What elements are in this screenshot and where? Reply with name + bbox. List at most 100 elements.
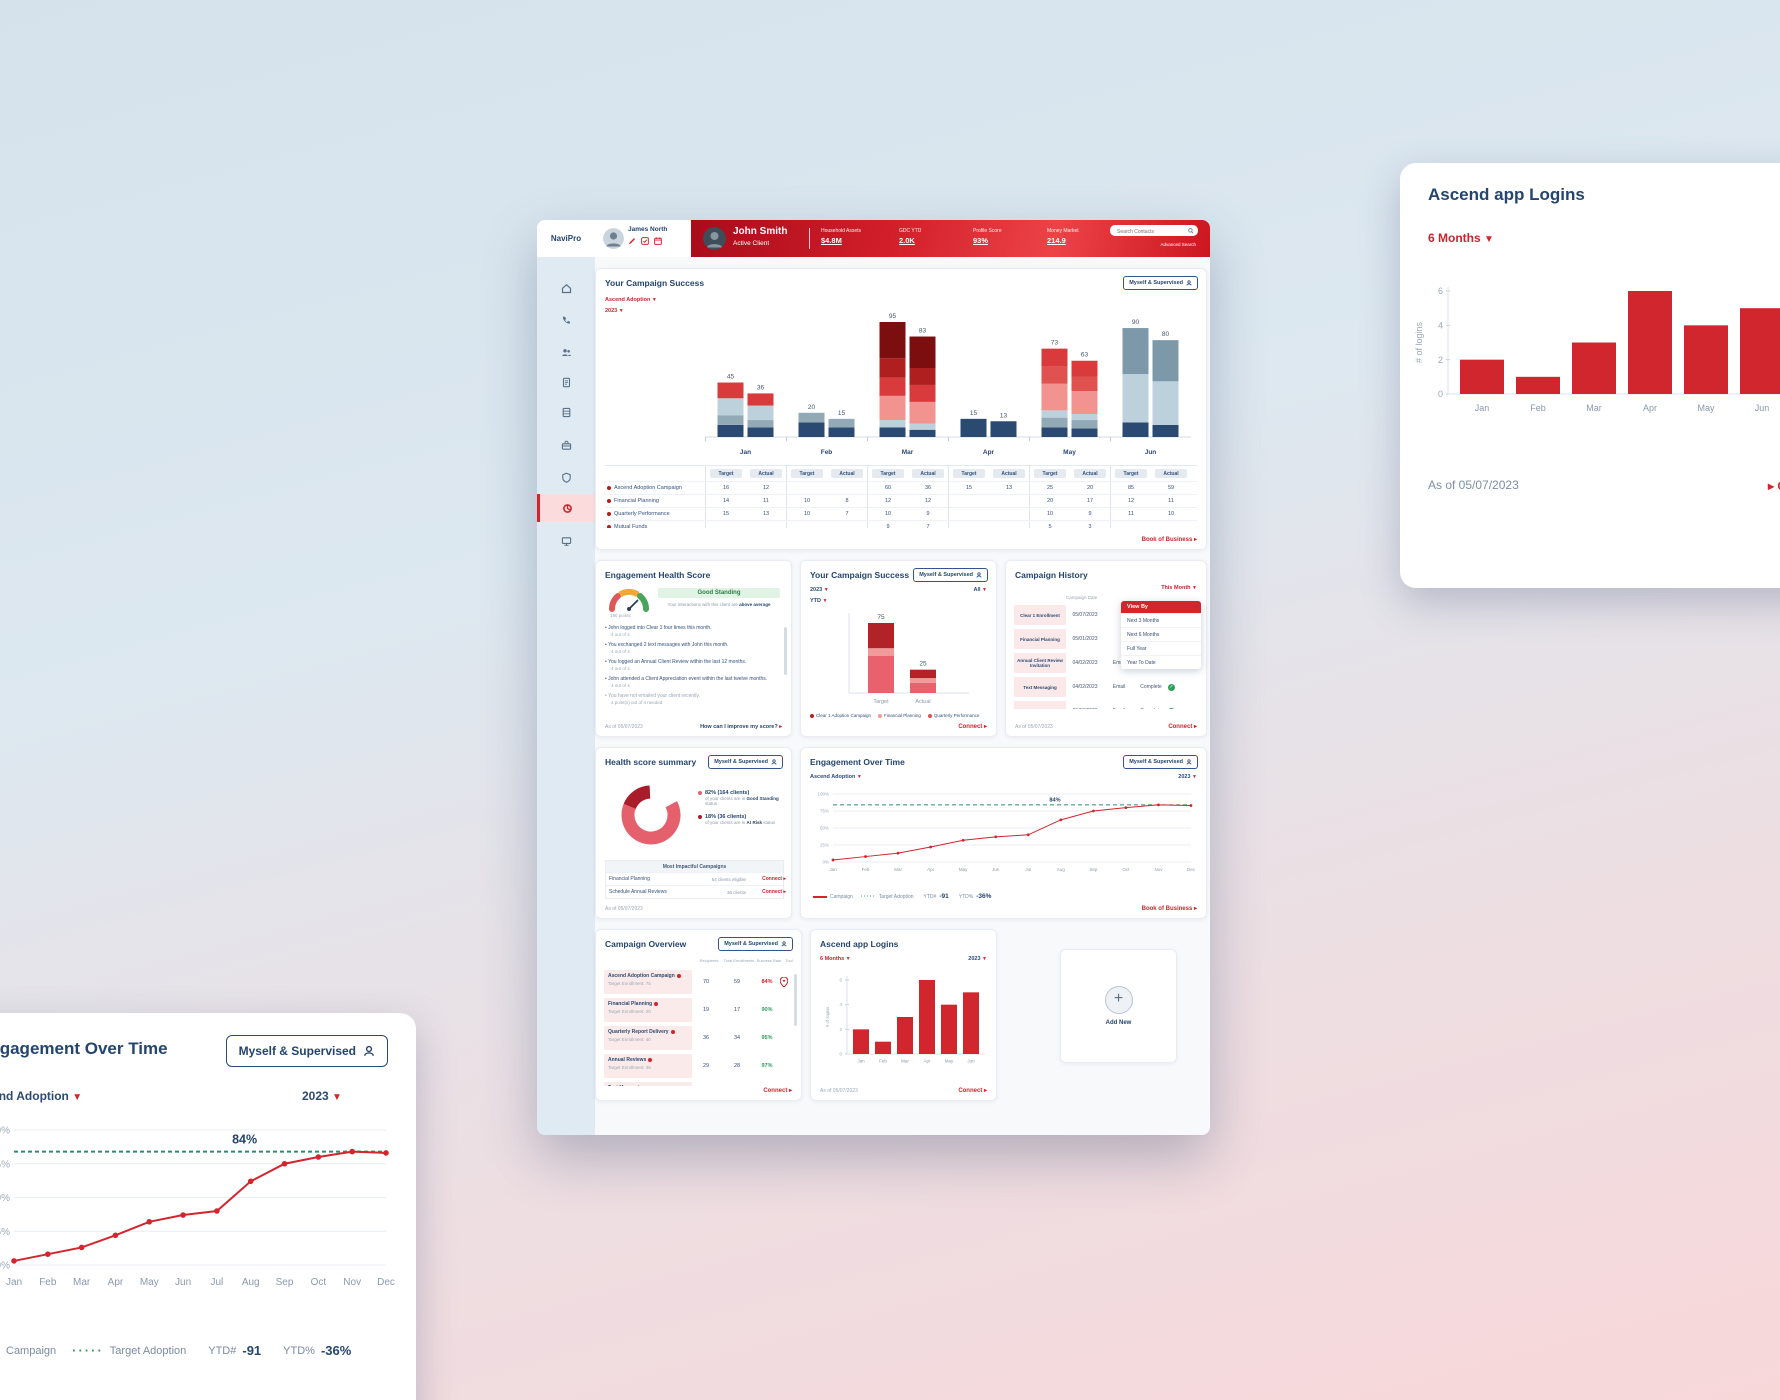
- campaign-filter-dropdown[interactable]: Ascend Adoption ▼: [0, 1089, 82, 1103]
- target-column-pill[interactable]: Target: [872, 469, 904, 478]
- history-row[interactable]: Financial Planning 05/01/2023: [1014, 629, 1196, 649]
- connect-link[interactable]: Connect ▸: [763, 1088, 792, 1094]
- year-filter-dropdown[interactable]: 2023 ▼: [968, 956, 987, 962]
- period-filter-dropdown[interactable]: 6 Months ▼: [820, 956, 851, 962]
- chart-month-labels: Jan Feb Mar Apr May Jun: [705, 449, 1191, 456]
- year-filter-dropdown[interactable]: 2023 ▼: [810, 587, 829, 593]
- table-row[interactable]: Ascend Adoption Campaign 16 12 60 36 15 13 25 20…: [605, 481, 1197, 494]
- sidebar-item-home[interactable]: [537, 275, 595, 301]
- scrollbar[interactable]: [784, 627, 787, 675]
- card-add-new[interactable]: + Add New: [1060, 949, 1177, 1063]
- book-of-business-link[interactable]: Book of Business ▸: [1141, 906, 1197, 912]
- overview-row[interactable]: Text MessagingTarget Enrollment: 4544409…: [604, 1082, 796, 1086]
- search-icon[interactable]: [1188, 227, 1194, 234]
- period-filter-dropdown[interactable]: YTD ▼: [810, 598, 827, 604]
- target-column-pill[interactable]: Target: [791, 469, 823, 478]
- month-group-cells: [786, 482, 867, 494]
- year-filter-dropdown[interactable]: 2023 ▼: [605, 308, 624, 314]
- connect-link[interactable]: Connect ▸: [958, 1088, 987, 1094]
- gauge-points: 190 points: [610, 613, 631, 618]
- search-box[interactable]: [1110, 225, 1198, 237]
- improve-score-link[interactable]: How can I improve my score? ▸: [700, 724, 782, 730]
- sidebar-item-archive[interactable]: [537, 399, 595, 425]
- year-filter-dropdown[interactable]: 2023 ▼: [302, 1089, 342, 1103]
- sidebar-item-calls[interactable]: [537, 307, 595, 333]
- history-period-dropdown[interactable]: This Month ▼: [1161, 585, 1197, 591]
- connect-link[interactable]: Connect ▸: [958, 724, 987, 730]
- all-filter-dropdown[interactable]: All ▼: [973, 587, 987, 593]
- actual-column-pill[interactable]: Actual: [1074, 469, 1106, 478]
- scope-filter-button[interactable]: Myself & Supervised: [225, 1035, 388, 1067]
- sidebar-item-documents[interactable]: [537, 369, 595, 395]
- overview-row[interactable]: Quarterly Report Delivery Target Enrollme…: [604, 1026, 796, 1050]
- actual-column-pill[interactable]: Actual: [912, 469, 944, 478]
- target-column-pill[interactable]: Target: [1034, 469, 1066, 478]
- stat-value[interactable]: $4.8M: [821, 236, 842, 245]
- check-icon: ✓: [1168, 707, 1175, 709]
- actual-cell: 7: [926, 524, 930, 528]
- svg-text:Jan: Jan: [1475, 403, 1490, 413]
- overview-row[interactable]: Ascend Adoption Campaign Target Enrollmen…: [604, 970, 796, 994]
- connect-link[interactable]: Connect ▸: [1168, 724, 1197, 730]
- overview-row[interactable]: Annual Reviews Target Enrollment: 38 29 28 9…: [604, 1054, 796, 1078]
- svg-text:Apr: Apr: [108, 1277, 124, 1288]
- period-filter-dropdown[interactable]: 6 Months ▼: [1428, 231, 1494, 245]
- eligible-count: 54 clients eligible: [711, 876, 746, 882]
- history-row[interactable]: Text Messaging 04/02/2023 Email Complete ✓: [1014, 677, 1196, 697]
- campaign-filter-dropdown[interactable]: Ascend Adoption ▼: [605, 297, 657, 303]
- campaign-filter-dropdown[interactable]: Ascend Adoption ▼: [810, 774, 862, 780]
- target-column-pill[interactable]: Target: [1115, 469, 1147, 478]
- edit-pencil-icon[interactable]: [628, 237, 636, 245]
- scrollbar[interactable]: [794, 974, 797, 1026]
- actual-column-pill[interactable]: Actual: [750, 469, 782, 478]
- target-column-pill[interactable]: Target: [710, 469, 742, 478]
- search-input[interactable]: [1115, 226, 1187, 237]
- actual-column-pill[interactable]: Actual: [1155, 469, 1187, 478]
- overview-row[interactable]: Financial Planning Target Enrollment: 20 1…: [604, 998, 796, 1022]
- table-row[interactable]: Quarterly Performance 15 13 10 7 10 9 10 9 11 10: [605, 507, 1197, 520]
- sidebar-item-contacts[interactable]: [537, 339, 595, 365]
- connect-link[interactable]: Connect ▸: [762, 889, 786, 895]
- scope-filter-button[interactable]: Myself & Supervised: [1123, 276, 1198, 290]
- target-column-pill[interactable]: Target: [953, 469, 985, 478]
- plus-icon[interactable]: +: [1104, 986, 1133, 1014]
- scope-filter-button[interactable]: Myself & Supervised: [718, 937, 793, 951]
- chevron-down-icon: ▼: [856, 774, 862, 780]
- sidebar-item-monitor[interactable]: [537, 528, 595, 554]
- sidebar-item-compliance[interactable]: [537, 464, 595, 490]
- connect-link-clipped[interactable]: ▸ Connect: [1768, 479, 1780, 493]
- history-row[interactable]: Clear 1 Enrollment 05/07/2023: [1014, 605, 1196, 625]
- book-of-business-link[interactable]: Book of Business ▸: [1141, 537, 1197, 543]
- actual-column-pill[interactable]: Actual: [831, 469, 863, 478]
- task-checkbox-icon[interactable]: [641, 237, 649, 245]
- campaign-date-cell: 03/02/2023: [1066, 708, 1104, 709]
- stat-value[interactable]: 214.9: [1047, 236, 1066, 245]
- sidebar-item-insights-active[interactable]: [537, 494, 595, 522]
- dropdown-option[interactable]: Year To Date: [1121, 655, 1201, 669]
- stat-value[interactable]: 2.0K: [899, 236, 915, 245]
- campaign-name: Schedule Annual Reviews: [609, 889, 667, 895]
- scope-filter-button[interactable]: Myself & Supervised: [913, 568, 988, 582]
- table-row[interactable]: Financial Planning 14 11 10 8 12 12 20 17 12 11: [605, 494, 1197, 507]
- advanced-search-link[interactable]: Advanced Search: [1160, 242, 1196, 247]
- table-row[interactable]: Mutual Funds 9 7 5 3: [605, 520, 1197, 528]
- scope-filter-button[interactable]: Myself & Supervised: [708, 755, 783, 769]
- scope-filter-button[interactable]: Myself & Supervised: [1123, 755, 1198, 769]
- year-filter-dropdown[interactable]: 2023 ▼: [1178, 774, 1197, 780]
- dropdown-option[interactable]: Full Year: [1121, 641, 1201, 655]
- dropdown-option[interactable]: Next 6 Months: [1121, 627, 1201, 641]
- view-by-dropdown-menu: View By Next 3 Months Next 6 Months Full Y…: [1121, 601, 1201, 669]
- month-label: Jun: [1144, 449, 1157, 456]
- dropdown-option[interactable]: Next 3 Months: [1121, 613, 1201, 627]
- month-group-cells: 15 13: [705, 508, 786, 520]
- actual-column-pill[interactable]: Actual: [993, 469, 1025, 478]
- connect-link[interactable]: Connect ▸: [762, 876, 786, 882]
- actual-cell: 11: [763, 498, 769, 504]
- sidebar-item-business[interactable]: [537, 432, 595, 458]
- card-your-campaign-success: Your Campaign Success Myself & Supervise…: [595, 268, 1207, 550]
- document-icon: [562, 377, 570, 387]
- calendar-icon[interactable]: [654, 237, 662, 245]
- stat-value[interactable]: 93%: [973, 236, 989, 245]
